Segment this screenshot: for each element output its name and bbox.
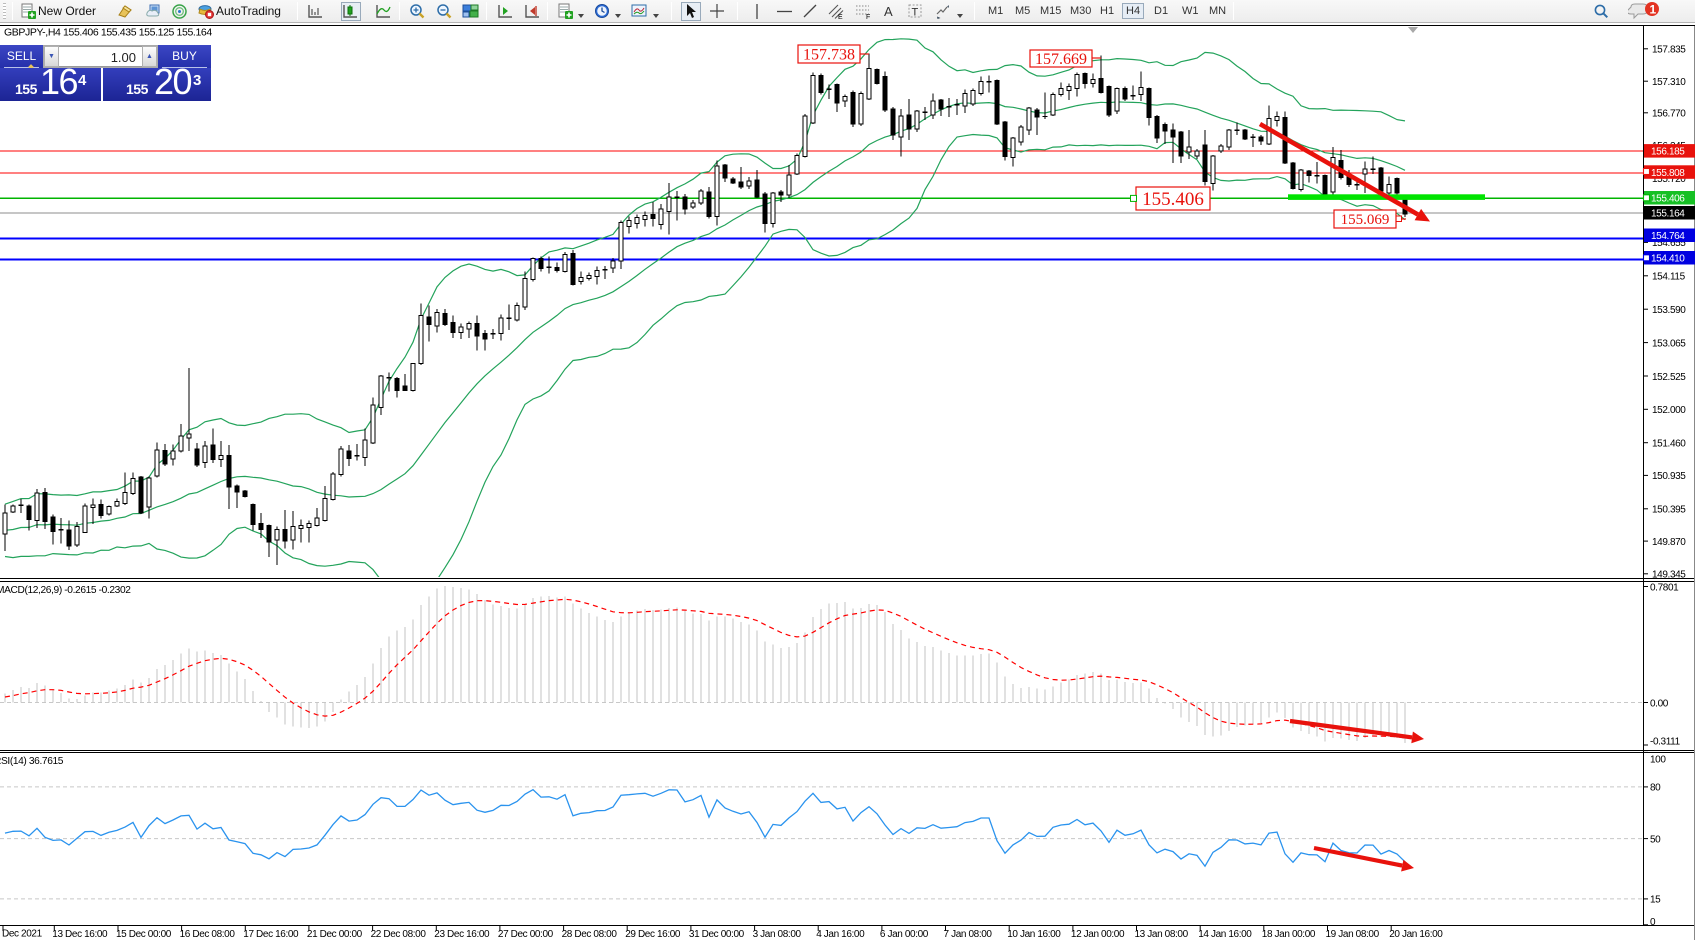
svg-text:MACD(12,26,9) -0.2615 -0.2302: MACD(12,26,9) -0.2615 -0.2302 <box>0 585 131 596</box>
svg-text:157.310: 157.310 <box>1652 77 1686 88</box>
svg-text:157.669: 157.669 <box>1035 51 1087 68</box>
svg-text:150.935: 150.935 <box>1652 471 1686 482</box>
svg-text:0.00: 0.00 <box>1650 698 1669 709</box>
svg-text:19 Jan 08:00: 19 Jan 08:00 <box>1326 929 1380 940</box>
svg-text:100: 100 <box>1650 754 1666 765</box>
svg-text:155.720: 155.720 <box>1652 174 1686 185</box>
svg-text:156.185: 156.185 <box>1651 147 1685 158</box>
svg-text:4 Jan 16:00: 4 Jan 16:00 <box>816 929 865 940</box>
svg-text:21 Dec 00:00: 21 Dec 00:00 <box>307 929 363 940</box>
svg-text:1: 1 <box>1650 2 1657 16</box>
svg-text:155.069: 155.069 <box>1341 212 1390 228</box>
svg-text:155.164: 155.164 <box>1651 209 1685 220</box>
svg-text:155.808: 155.808 <box>1651 168 1685 179</box>
svg-text:27 Dec 00:00: 27 Dec 00:00 <box>498 929 554 940</box>
svg-text:50: 50 <box>1650 834 1661 845</box>
svg-text:13 Dec 16:00: 13 Dec 16:00 <box>52 929 108 940</box>
svg-text:154.655: 154.655 <box>1652 238 1686 249</box>
svg-text:RSI(14) 36.7615: RSI(14) 36.7615 <box>0 756 64 767</box>
svg-text:T: T <box>911 7 918 19</box>
svg-text:22 Dec 08:00: 22 Dec 08:00 <box>371 929 427 940</box>
svg-text:A: A <box>884 4 893 19</box>
svg-text:149.870: 149.870 <box>1652 537 1686 548</box>
svg-text:157.835: 157.835 <box>1652 45 1686 56</box>
svg-text:F: F <box>866 14 870 20</box>
svg-text:18 Jan 00:00: 18 Jan 00:00 <box>1262 929 1316 940</box>
svg-text:28 Dec 08:00: 28 Dec 08:00 <box>562 929 618 940</box>
svg-text:-0.3111: -0.3111 <box>1650 736 1681 747</box>
svg-text:154.115: 154.115 <box>1652 272 1686 283</box>
svg-text:152.000: 152.000 <box>1652 405 1686 416</box>
svg-text:154.410: 154.410 <box>1651 254 1685 265</box>
svg-text:6 Jan 00:00: 6 Jan 00:00 <box>880 929 929 940</box>
svg-text:GBPJPY-,H4 155.406 155.435 15: GBPJPY-,H4 155.406 155.435 155.125 155.1… <box>4 27 212 39</box>
svg-text:15 Dec 00:00: 15 Dec 00:00 <box>116 929 172 940</box>
svg-text:80: 80 <box>1650 783 1661 794</box>
svg-text:0: 0 <box>1650 917 1656 928</box>
svg-text:7 Jan 08:00: 7 Jan 08:00 <box>944 929 993 940</box>
svg-text:Dec 2021: Dec 2021 <box>2 929 43 940</box>
svg-text:17 Dec 16:00: 17 Dec 16:00 <box>243 929 299 940</box>
svg-text:23 Dec 16:00: 23 Dec 16:00 <box>434 929 490 940</box>
svg-text:12 Jan 00:00: 12 Jan 00:00 <box>1071 929 1125 940</box>
svg-text:E: E <box>838 14 843 20</box>
svg-text:155.406: 155.406 <box>1651 194 1685 205</box>
svg-text:29 Dec 16:00: 29 Dec 16:00 <box>625 929 681 940</box>
svg-text:0.7801: 0.7801 <box>1650 582 1679 593</box>
svg-text:157.738: 157.738 <box>803 46 855 63</box>
svg-text:15: 15 <box>1650 895 1661 906</box>
svg-text:13 Jan 08:00: 13 Jan 08:00 <box>1135 929 1189 940</box>
svg-text:20 Jan 16:00: 20 Jan 16:00 <box>1389 929 1443 940</box>
svg-text:149.345: 149.345 <box>1652 570 1686 581</box>
svg-text:16 Dec 08:00: 16 Dec 08:00 <box>180 929 236 940</box>
svg-text:151.460: 151.460 <box>1652 439 1686 450</box>
svg-text:153.065: 153.065 <box>1652 338 1686 349</box>
svg-text:155.406: 155.406 <box>1142 189 1204 210</box>
svg-text:10 Jan 16:00: 10 Jan 16:00 <box>1007 929 1061 940</box>
svg-text:150.395: 150.395 <box>1652 505 1686 516</box>
svg-text:154.764: 154.764 <box>1651 231 1685 242</box>
svg-text:156.770: 156.770 <box>1652 109 1686 120</box>
svg-text:14 Jan 16:00: 14 Jan 16:00 <box>1198 929 1252 940</box>
svg-text:152.525: 152.525 <box>1652 372 1686 383</box>
svg-text:31 Dec 00:00: 31 Dec 00:00 <box>689 929 745 940</box>
svg-text:3 Jan 08:00: 3 Jan 08:00 <box>753 929 802 940</box>
svg-text:153.590: 153.590 <box>1652 305 1686 316</box>
